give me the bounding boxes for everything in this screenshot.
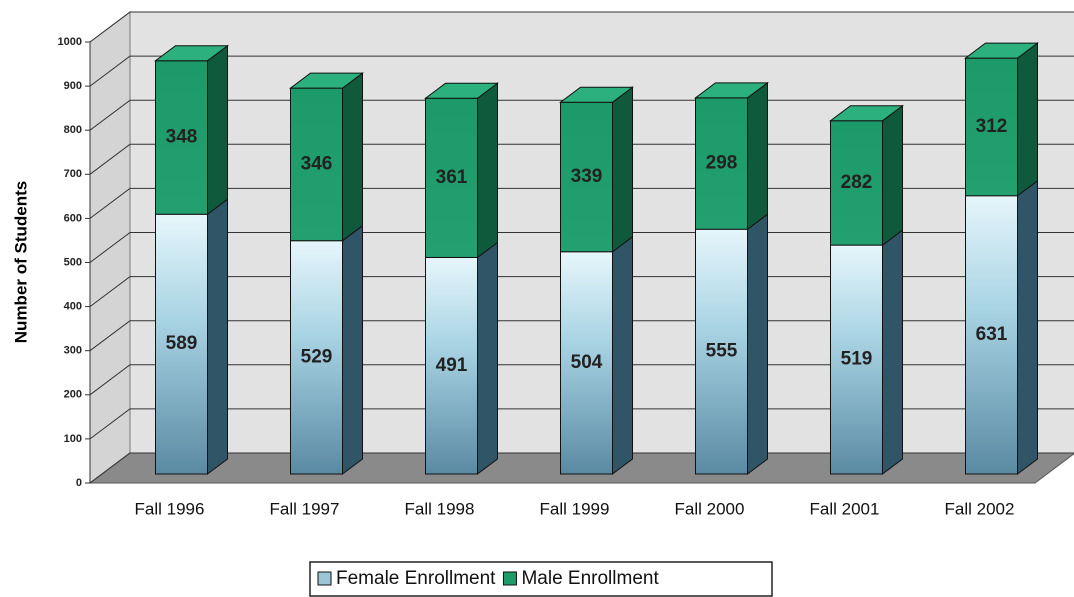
value-label: 631 [976, 324, 1008, 345]
value-label: 529 [301, 346, 333, 367]
legend-label: Female Enrollment [336, 568, 496, 589]
y-tick-label: 600 [64, 212, 82, 224]
bar [695, 228, 748, 475]
x-tick-label: Fall 1999 [540, 499, 610, 518]
y-tick-label: 400 [64, 301, 82, 313]
y-tick-label: 900 [64, 80, 82, 92]
value-label: 555 [706, 341, 738, 362]
y-tick-label: 1000 [58, 36, 82, 48]
y-tick-label: 700 [64, 168, 82, 180]
bar [560, 251, 613, 475]
bar-side [882, 229, 903, 475]
bar-side [612, 235, 633, 475]
grid-line [89, 55, 1074, 87]
value-label: 348 [166, 127, 198, 148]
bar [155, 60, 208, 215]
value-label: 361 [436, 167, 468, 188]
value-label: 504 [571, 352, 603, 373]
bar-side [207, 44, 228, 216]
x-tick-label: Fall 2000 [675, 499, 745, 518]
value-label: 346 [301, 153, 333, 174]
y-tick-label: 200 [64, 389, 82, 401]
value-label: 298 [706, 153, 738, 174]
y-tick-label: 500 [64, 256, 82, 268]
x-tick-label: Fall 1998 [405, 499, 475, 518]
x-tick-label: Fall 1996 [135, 499, 205, 518]
value-label: 339 [571, 166, 603, 187]
bar-top [154, 45, 229, 62]
bar-side [612, 86, 633, 253]
y-tick-label: 100 [64, 433, 82, 445]
y-tick-label: 300 [64, 345, 82, 357]
y-tick-label: 0 [76, 477, 82, 489]
bar-side [477, 82, 498, 259]
bar [290, 87, 343, 242]
bar-side [747, 213, 768, 475]
bar-top [964, 42, 1039, 59]
bar [155, 213, 208, 475]
bar [965, 57, 1018, 197]
bar [425, 256, 478, 475]
bar-top [829, 105, 904, 122]
value-label: 282 [841, 172, 873, 193]
legend-label: Male Enrollment [521, 568, 659, 589]
bar [830, 244, 883, 475]
bar-top [694, 82, 769, 99]
x-tick-label: Fall 1997 [270, 499, 340, 518]
value-label: 491 [436, 355, 468, 376]
value-label: 589 [166, 333, 198, 354]
legend-box [309, 561, 773, 597]
value-label: 312 [976, 116, 1008, 137]
x-tick-label: Fall 2001 [810, 499, 880, 518]
bar [290, 240, 343, 475]
bar [425, 97, 478, 258]
legend-swatch [502, 571, 517, 586]
bar-side [1017, 42, 1038, 197]
bar-side [342, 224, 363, 475]
y-tick-label: 800 [64, 124, 82, 136]
bar-top [289, 72, 364, 89]
value-label: 519 [841, 349, 873, 370]
bar-side [882, 104, 903, 247]
bar-top [424, 82, 499, 99]
bar-side [1017, 179, 1038, 475]
bar [695, 97, 748, 230]
bar-side [207, 198, 228, 475]
y-axis-label: Number of Students [11, 181, 30, 343]
legend-swatch [317, 571, 332, 586]
bar-side [342, 72, 363, 242]
bar-side [747, 81, 768, 231]
grid-line [89, 11, 1074, 43]
bar [965, 195, 1018, 475]
bar-top [559, 86, 634, 103]
bar [830, 120, 883, 246]
bar-side [477, 241, 498, 475]
x-tick-label: Fall 2002 [945, 499, 1015, 518]
